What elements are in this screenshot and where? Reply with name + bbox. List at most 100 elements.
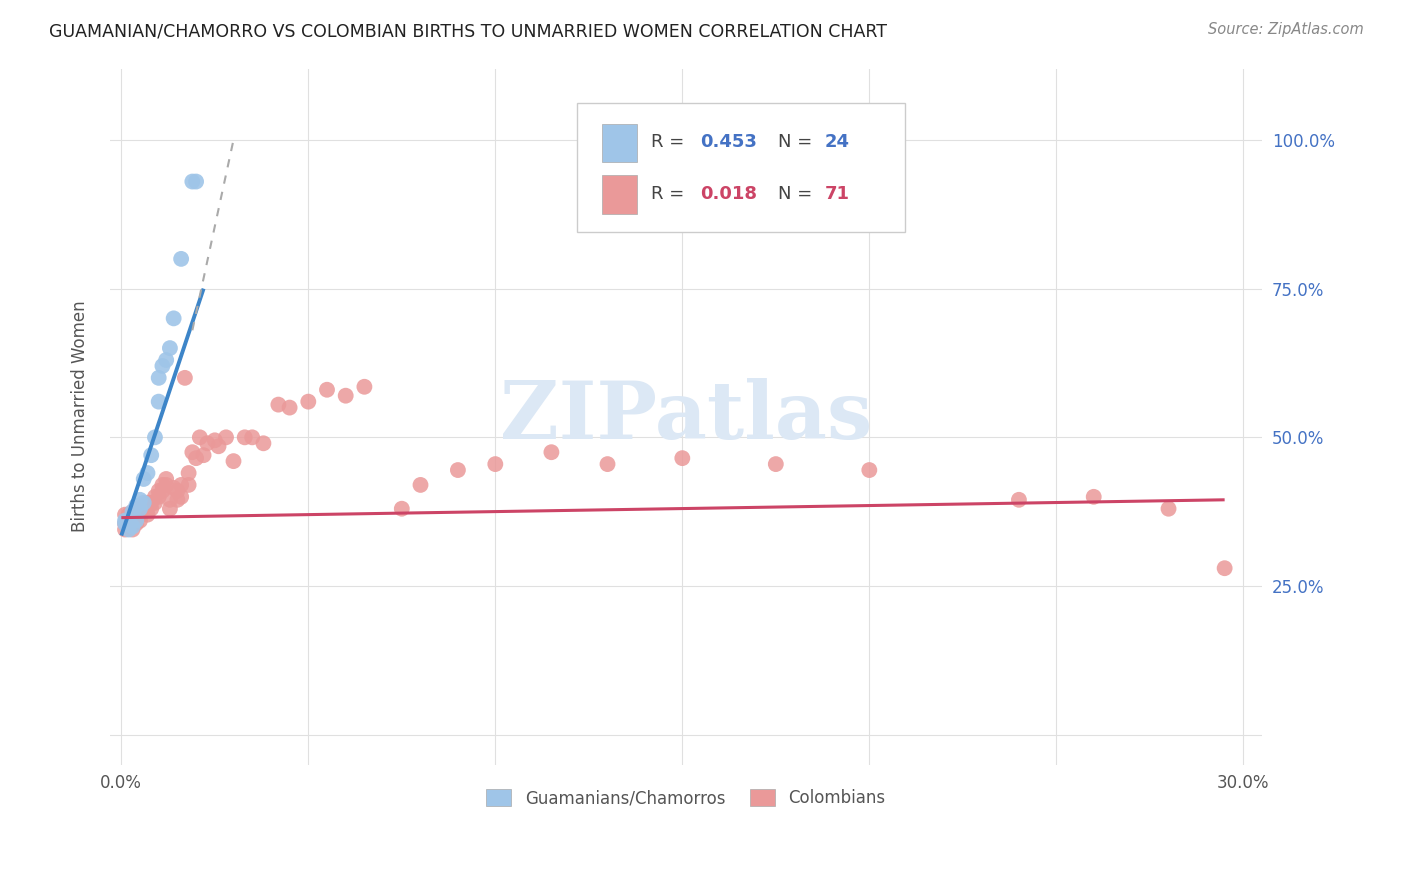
Point bbox=[125, 499, 148, 513]
Point bbox=[114, 514, 136, 528]
Point bbox=[152, 478, 174, 492]
Point bbox=[204, 434, 226, 448]
Point bbox=[184, 451, 207, 466]
Point bbox=[170, 478, 193, 492]
Point bbox=[233, 430, 256, 444]
Point bbox=[121, 505, 143, 519]
Point bbox=[148, 483, 170, 498]
Point bbox=[155, 472, 177, 486]
Point bbox=[129, 492, 152, 507]
Point bbox=[163, 481, 186, 495]
Point bbox=[129, 508, 152, 522]
Point bbox=[132, 472, 155, 486]
Point bbox=[173, 371, 195, 385]
Point bbox=[143, 490, 166, 504]
Point bbox=[207, 439, 229, 453]
Point bbox=[121, 514, 143, 528]
Point bbox=[141, 501, 163, 516]
Bar bbox=[602, 176, 637, 214]
Point bbox=[353, 380, 375, 394]
Text: ZIPatlas: ZIPatlas bbox=[501, 377, 872, 456]
Point bbox=[143, 430, 166, 444]
Point bbox=[1157, 501, 1180, 516]
Bar bbox=[602, 124, 637, 162]
Point bbox=[132, 505, 155, 519]
Point bbox=[391, 501, 413, 516]
Point bbox=[132, 496, 155, 510]
Point bbox=[1008, 492, 1031, 507]
Point bbox=[177, 478, 200, 492]
Point bbox=[159, 492, 181, 507]
Point bbox=[166, 492, 188, 507]
Point bbox=[195, 436, 218, 450]
Point bbox=[858, 463, 880, 477]
Point bbox=[170, 252, 193, 266]
Point bbox=[121, 519, 143, 533]
Point bbox=[118, 508, 141, 522]
Point bbox=[114, 516, 136, 531]
Point bbox=[132, 499, 155, 513]
Point bbox=[484, 457, 506, 471]
Point bbox=[121, 505, 143, 519]
Point bbox=[765, 457, 787, 471]
Point bbox=[240, 430, 263, 444]
Text: 71: 71 bbox=[824, 185, 849, 202]
Point bbox=[222, 454, 245, 468]
Point bbox=[155, 478, 177, 492]
Point bbox=[177, 466, 200, 480]
Text: 24: 24 bbox=[824, 133, 849, 151]
Point bbox=[193, 448, 215, 462]
Point bbox=[540, 445, 562, 459]
Text: 0.453: 0.453 bbox=[700, 133, 756, 151]
Point bbox=[152, 483, 174, 498]
Point bbox=[409, 478, 432, 492]
Point bbox=[125, 514, 148, 528]
Point bbox=[671, 451, 693, 466]
Point bbox=[136, 466, 159, 480]
Point bbox=[278, 401, 301, 415]
Point bbox=[114, 508, 136, 522]
Point bbox=[118, 523, 141, 537]
Point bbox=[129, 501, 152, 516]
FancyBboxPatch shape bbox=[576, 103, 905, 232]
Text: GUAMANIAN/CHAMORRO VS COLOMBIAN BIRTHS TO UNMARRIED WOMEN CORRELATION CHART: GUAMANIAN/CHAMORRO VS COLOMBIAN BIRTHS T… bbox=[49, 22, 887, 40]
Point bbox=[447, 463, 470, 477]
Text: R =: R = bbox=[651, 133, 690, 151]
Point bbox=[188, 430, 211, 444]
Point bbox=[181, 445, 204, 459]
Point bbox=[143, 496, 166, 510]
Point bbox=[252, 436, 274, 450]
Y-axis label: Births to Unmarried Women: Births to Unmarried Women bbox=[72, 301, 89, 533]
Text: R =: R = bbox=[651, 185, 690, 202]
Text: 0.018: 0.018 bbox=[700, 185, 756, 202]
Point bbox=[125, 501, 148, 516]
Legend: Guamanians/Chamorros, Colombians: Guamanians/Chamorros, Colombians bbox=[478, 780, 894, 815]
Point bbox=[118, 519, 141, 533]
Point bbox=[141, 496, 163, 510]
Text: N =: N = bbox=[778, 185, 818, 202]
Point bbox=[159, 501, 181, 516]
Point bbox=[335, 389, 357, 403]
Point bbox=[129, 514, 152, 528]
Point bbox=[181, 175, 204, 189]
Point bbox=[159, 341, 181, 355]
Point bbox=[163, 311, 186, 326]
Point bbox=[148, 371, 170, 385]
Text: Source: ZipAtlas.com: Source: ZipAtlas.com bbox=[1208, 22, 1364, 37]
Point bbox=[1213, 561, 1236, 575]
Point bbox=[129, 501, 152, 516]
Point bbox=[184, 175, 207, 189]
Point bbox=[155, 353, 177, 368]
Point bbox=[136, 508, 159, 522]
Point bbox=[1083, 490, 1105, 504]
Point bbox=[148, 490, 170, 504]
Point bbox=[136, 501, 159, 516]
Point bbox=[152, 359, 174, 373]
Point bbox=[596, 457, 619, 471]
Point bbox=[125, 510, 148, 524]
Point bbox=[170, 490, 193, 504]
Point bbox=[148, 394, 170, 409]
Text: N =: N = bbox=[778, 133, 818, 151]
Point bbox=[136, 496, 159, 510]
Point bbox=[114, 523, 136, 537]
